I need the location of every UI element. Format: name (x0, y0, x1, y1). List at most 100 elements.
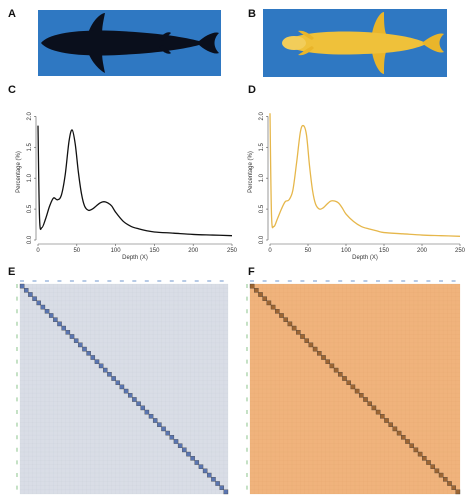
heatmap-diagonal-block (443, 477, 448, 482)
heatmap-diagonal-block (430, 464, 435, 469)
heatmap-diagonal-block (258, 292, 263, 297)
heatmap-diagonal-block (388, 422, 393, 427)
heatmap-diagonal-block (90, 355, 96, 360)
x-tick-label: 100 (111, 248, 122, 254)
panel-label-a: A (8, 8, 16, 20)
heatmap-diagonal-block (211, 477, 216, 482)
panel-label-b: B (248, 8, 256, 20)
y-tick-label: 0.5 (259, 204, 265, 213)
heatmap-diagonal-block (380, 414, 385, 419)
x-tick-label: 0 (268, 248, 272, 254)
heatmap-diagonal-block (434, 468, 440, 474)
heatmap-diagonal-block (270, 304, 276, 310)
heatmap-diagonal-block (215, 481, 220, 486)
heatmap-diagonal-block (254, 288, 259, 293)
heatmap-diagonal-block (123, 388, 129, 394)
heatmap-diagonal-block (296, 330, 301, 335)
hic-heatmap-f (244, 278, 462, 496)
depth-series-line (269, 113, 461, 237)
heatmap-diagonal-block (36, 300, 41, 306)
heatmap-diagonal-block (107, 372, 112, 377)
heatmap-diagonal-block (28, 292, 33, 297)
black-koi-icon (39, 11, 220, 75)
heatmap-diagonal-block (111, 376, 116, 381)
heatmap-diagonal-block (194, 460, 200, 465)
black-koi-photo (38, 10, 221, 76)
x-tick-label: 200 (417, 248, 428, 254)
heatmap-diagonal-block (447, 481, 452, 486)
heatmap-diagonal-block (283, 317, 288, 322)
heatmap-diagonal-block (78, 342, 83, 348)
heatmap-diagonal-block (249, 283, 255, 289)
heatmap-diagonal-block (32, 296, 37, 301)
x-tick-label: 150 (149, 248, 160, 254)
yellow-koi-photo (263, 9, 447, 77)
heatmap-diagonal-block (82, 346, 87, 352)
hic-heatmap-e (14, 278, 230, 496)
heatmap-diagonal-block (346, 380, 351, 385)
heatmap-diagonal-block (422, 456, 427, 461)
heatmap-diagonal-block (304, 338, 309, 343)
heatmap-diagonal-block (136, 401, 141, 406)
y-tick-label: 2.0 (27, 112, 33, 121)
y-tick-label: 1.5 (27, 142, 33, 151)
heatmap-diagonal-block (350, 384, 356, 390)
heatmap-diagonal-block (375, 409, 381, 415)
heatmap-diagonal-block (57, 321, 62, 327)
x-tick-label: 50 (73, 248, 80, 254)
heatmap-diagonal-block (363, 397, 368, 402)
heatmap-diagonal-block (329, 363, 335, 369)
x-tick-label: 150 (379, 248, 390, 254)
heatmap-diagonal-block (405, 439, 410, 444)
heatmap-diagonal-block (65, 330, 71, 335)
heatmap-diagonal-block (359, 393, 364, 398)
heatmap-diagonal-block (19, 283, 25, 289)
heatmap-diagonal-block (186, 451, 191, 457)
heatmap-diagonal-block (308, 342, 314, 348)
x-tick-label: 50 (305, 248, 312, 254)
heatmap-diagonal-block (401, 435, 406, 440)
heatmap-diagonal-block (161, 426, 166, 432)
heatmap-diagonal-block (321, 355, 326, 360)
yellow-koi-icon (264, 10, 446, 76)
x-tick-label: 250 (227, 248, 238, 254)
y-axis-label: Percentage (%) (248, 151, 254, 193)
heatmap-diagonal-block (24, 288, 29, 293)
heatmap-diagonal-block (53, 317, 58, 322)
x-tick-label: 0 (36, 248, 40, 254)
x-tick-label: 100 (341, 248, 352, 254)
depth-series-line (37, 125, 233, 237)
heatmap-diagonal-block (317, 351, 322, 356)
x-axis-label: Depth (X) (122, 255, 148, 261)
y-tick-label: 0.0 (27, 235, 33, 244)
heatmap-diagonal-block (144, 409, 150, 415)
heatmap-diagonal-block (128, 393, 133, 398)
heatmap-diagonal-block (44, 309, 50, 314)
heatmap-diagonal-block (287, 321, 293, 327)
hic-heatmap-f-svg (246, 280, 461, 495)
heatmap-diagonal-block (451, 485, 456, 490)
heatmap-diagonal-block (207, 472, 212, 478)
heatmap-diagonal-block (300, 334, 305, 339)
heatmap-diagonal-block (223, 489, 229, 495)
heatmap-diagonal-block (426, 460, 431, 465)
x-tick-label: 200 (188, 248, 199, 254)
y-tick-label: 0.0 (259, 235, 265, 244)
heatmap-diagonal-block (371, 405, 377, 411)
heatmap-diagonal-block (48, 313, 54, 318)
heatmap-diagonal-block (409, 443, 414, 448)
heatmap-diagonal-block (438, 472, 444, 478)
heatmap-diagonal-block (177, 443, 183, 448)
panel-label-c: C (8, 84, 16, 96)
heatmap-diagonal-block (275, 309, 280, 314)
heatmap-diagonal-block (132, 397, 137, 402)
heatmap-diagonal-block (73, 338, 79, 343)
heatmap-diagonal-block (291, 325, 297, 331)
heatmap-diagonal-block (86, 351, 91, 356)
heatmap-diagonal-block (202, 468, 208, 474)
y-tick-label: 1.0 (27, 173, 33, 182)
heatmap-diagonal-block (354, 388, 360, 394)
heatmap-diagonal-block (103, 367, 108, 373)
heatmap-diagonal-block (94, 359, 100, 364)
depth-chart-d-svg: 0.0 0.5 1.0 1.5 2.0 0 50 100 150 200 250 Depth (X) P… (248, 112, 466, 261)
